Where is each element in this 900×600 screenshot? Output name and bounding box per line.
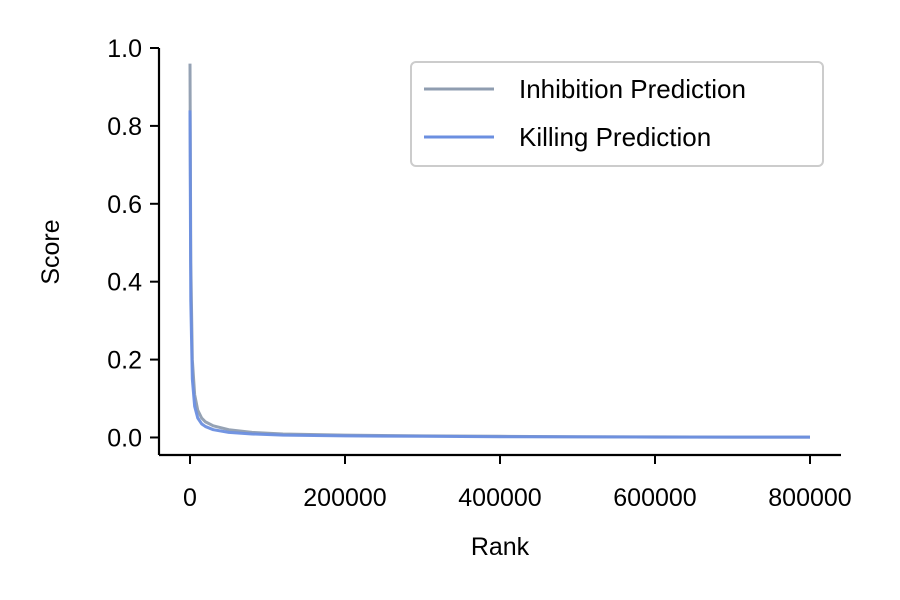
plot-lines	[188, 63, 810, 439]
x-axis-title: Rank	[471, 533, 530, 561]
x-tick-label: 600000	[613, 484, 696, 512]
y-tick-label: 0.0	[107, 424, 142, 452]
y-axis-title: Score	[37, 219, 65, 284]
y-tick-label: 1.0	[107, 35, 142, 63]
y-tick-label: 0.4	[107, 269, 142, 297]
legend-label-2: Killing Prediction	[519, 122, 711, 152]
x-tick-label: 0	[183, 484, 197, 512]
y-tick-label: 0.6	[107, 191, 142, 219]
x-tick-label: 400000	[458, 484, 541, 512]
legend: Inhibition Prediction Killing Prediction	[410, 61, 824, 167]
y-tick-label: 0.8	[107, 113, 142, 141]
y-ticks: 0.0 0.2 0.4 0.6 0.8 1.0	[107, 35, 159, 452]
x-tick-label: 800000	[768, 484, 851, 512]
y-tick-label: 0.2	[107, 347, 142, 375]
legend-label-1: Inhibition Prediction	[519, 74, 746, 104]
x-tick-label: 200000	[303, 484, 386, 512]
series-line-2	[188, 110, 810, 439]
x-ticks: 0 200000 400000 600000 800000	[183, 455, 852, 512]
legend-box	[410, 61, 824, 167]
